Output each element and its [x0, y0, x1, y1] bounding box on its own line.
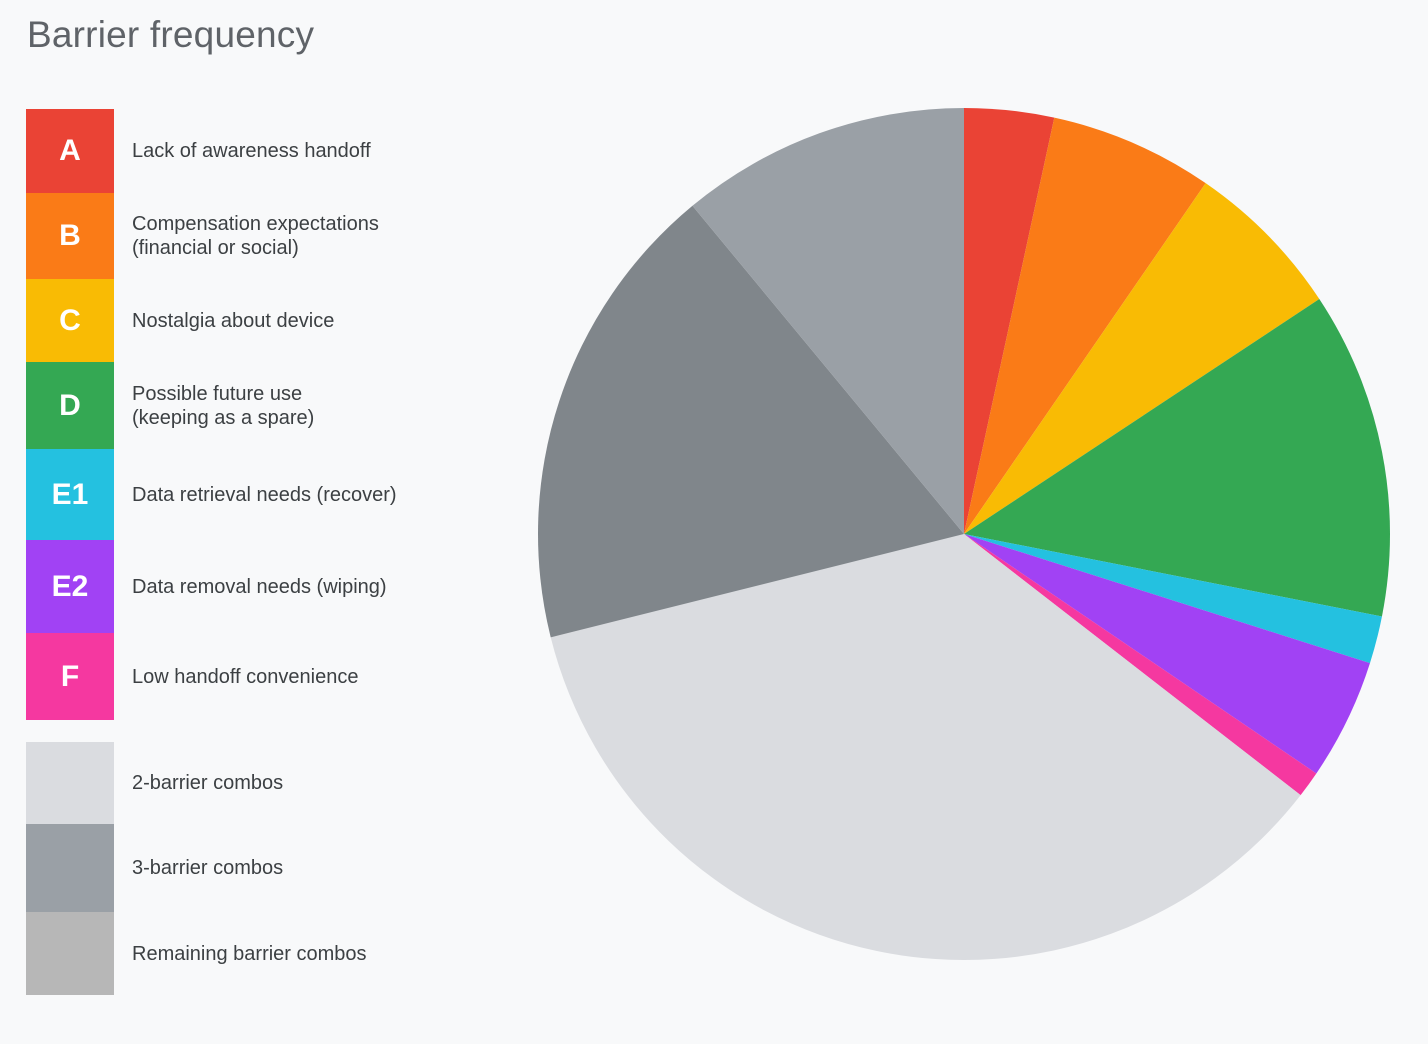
legend-label: Low handoff convenience	[132, 665, 358, 689]
chart-title: Barrier frequency	[27, 14, 315, 55]
legend-item: B Compensation expectations (financial or …	[26, 193, 379, 279]
legend-label: Nostalgia about device	[132, 309, 334, 333]
legend-label: 2-barrier combos	[132, 771, 283, 795]
pie-slice-d	[964, 298, 1390, 617]
pie-slice-e1	[964, 534, 1382, 664]
pie-slice-c	[964, 183, 1320, 534]
legend-label-line: Low handoff convenience	[132, 665, 359, 688]
legend-swatch: D	[26, 362, 114, 449]
legend-label: 3-barrier combos	[132, 856, 283, 880]
legend-swatch	[26, 742, 114, 824]
legend-swatch: B	[26, 193, 114, 279]
pie-slice-a	[964, 108, 1055, 534]
pie-slice-combo-7	[550, 534, 1301, 961]
legend-item: C Nostalgia about device	[26, 279, 334, 362]
legend-label-line: Data retrieval needs (recover)	[132, 483, 397, 506]
legend-swatch: E2	[26, 540, 114, 633]
legend-item: Remaining barrier combos	[26, 912, 367, 995]
legend-item: 3-barrier combos	[26, 824, 283, 912]
legend-label-line: Nostalgia about device	[132, 309, 335, 332]
legend-item: E2 Data removal needs (wiping)	[26, 540, 387, 633]
legend-label: Remaining barrier combos	[132, 942, 367, 966]
pie-chart	[530, 100, 1400, 970]
pie-slice-combo-9	[692, 108, 964, 534]
legend-label-line: Compensation expectations	[132, 213, 379, 235]
legend-label-line: (financial or social)	[132, 237, 299, 259]
legend-label-line: Possible future use	[132, 382, 303, 405]
legend-swatch: C	[26, 279, 114, 362]
legend-label-line: Lack of awareness handoff	[132, 140, 371, 162]
legend-label-line: (keeping as a spare)	[132, 406, 315, 429]
legend-label: Data retrieval needs (recover)	[132, 483, 397, 507]
legend-swatch: E1	[26, 449, 114, 540]
legend-swatch: F	[26, 633, 114, 720]
pie-slice-combo-8	[538, 205, 964, 638]
legend-label: Lack of awareness handoff	[132, 139, 371, 163]
legend-label-line: Data removal needs (wiping)	[132, 575, 387, 598]
legend-item: 2-barrier combos	[26, 742, 283, 824]
legend-label-line: Remaining barrier combos	[132, 942, 367, 965]
legend-item: D Possible future use (keeping as a spare)	[26, 362, 314, 449]
legend-swatch: A	[26, 109, 114, 193]
legend-swatch	[26, 912, 114, 995]
legend-label: Data removal needs (wiping)	[132, 575, 387, 599]
legend-label-line: 2-barrier combos	[132, 772, 284, 794]
legend-label-line: 3-barrier combos	[132, 857, 284, 879]
pie-svg	[538, 108, 1390, 961]
pie-slice-e2	[964, 534, 1370, 774]
legend-label: Possible future use (keeping as a spare)	[132, 382, 314, 430]
legend-item: F Low handoff convenience	[26, 633, 358, 720]
pie-slice-f	[964, 534, 1317, 796]
legend-swatch	[26, 824, 114, 912]
legend-label: Compensation expectations (financial or s…	[132, 212, 379, 260]
legend-item: A Lack of awareness handoff	[26, 109, 371, 193]
legend-item: E1 Data retrieval needs (recover)	[26, 449, 397, 540]
pie-slice-b	[964, 117, 1206, 534]
